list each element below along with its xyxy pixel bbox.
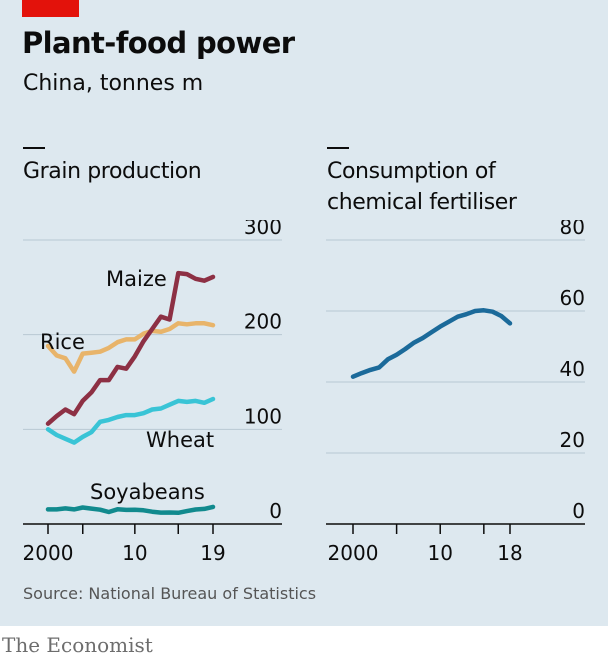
grain-chart-title: Grain production [23, 159, 202, 184]
page-subtitle: China, tonnes m [23, 71, 204, 96]
chart-panel: Plant-food power China, tonnes m Grain p… [0, 0, 608, 626]
series-line-wheat [45, 396, 216, 445]
y-tick-label: 60 [560, 286, 585, 310]
series-line-rice [45, 321, 216, 374]
source-note: Source: National Bureau of Statistics [23, 584, 317, 603]
x-tick-label: 10 [427, 541, 452, 565]
series-label-soyabeans: Soyabeans [90, 480, 205, 504]
right-chart-rule [327, 147, 349, 149]
series-label-maize: Maize [106, 267, 167, 291]
y-tick-label: 0 [572, 499, 585, 523]
series-line-fertiliser [350, 308, 513, 379]
x-tick-label: 19 [200, 541, 225, 565]
y-tick-label: 300 [244, 220, 282, 239]
fertiliser-consumption-chart: 0 20 40 60 80 2000 10 18 [326, 220, 585, 565]
y-tick-label: 80 [560, 220, 585, 239]
x-tick-label: 2000 [23, 541, 74, 565]
y-tick-label: 40 [560, 357, 585, 381]
x-tick-label: 18 [497, 541, 522, 565]
economist-logo-text: The Economist [2, 633, 153, 657]
x-tick-label: 10 [122, 541, 147, 565]
series-label-rice: Rice [40, 330, 85, 354]
y-tick-label: 200 [244, 310, 282, 334]
page-title: Plant-food power [22, 26, 295, 60]
fertiliser-chart-title: Consumption of chemical fertiliser [327, 159, 517, 215]
series-label-wheat: Wheat [146, 428, 214, 452]
x-tick-label: 2000 [328, 541, 379, 565]
left-chart-rule [23, 147, 45, 149]
y-tick-label: 100 [244, 404, 282, 428]
y-tick-label: 20 [560, 428, 585, 452]
brand-red-tag [22, 0, 79, 17]
series-line-maize [45, 270, 216, 426]
series-line-soyabeans [45, 504, 216, 516]
grain-production-chart: 0 100 200 300 2000 10 19 Maize Rice Wheat Soyabean… [23, 220, 282, 565]
y-tick-label: 0 [269, 499, 282, 523]
